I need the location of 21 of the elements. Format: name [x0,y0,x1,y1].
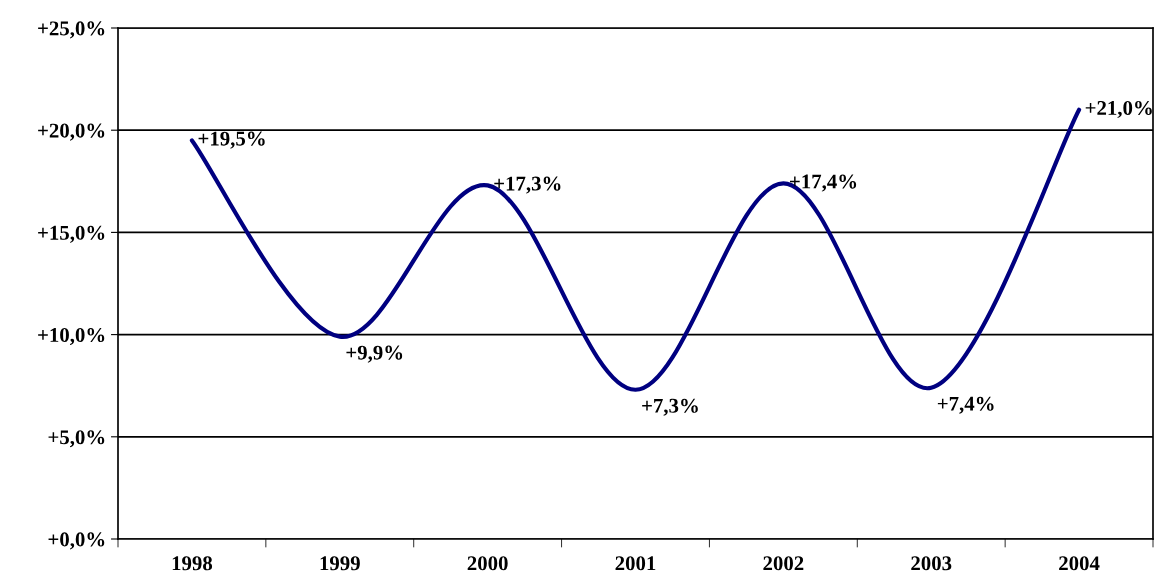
data-label: +7,4% [937,396,994,414]
data-label: +17,3% [494,176,561,194]
x-tick-label: 2001 [615,556,656,571]
data-label: +9,9% [346,345,403,363]
y-tick-label: +10,0% [38,327,105,346]
y-tick-label: +5,0% [48,430,105,448]
data-label: +17,4% [790,174,857,192]
x-tick-label: 2003 [911,556,952,571]
x-tick-label: 1999 [320,556,360,571]
x-tick-label: 2004 [1059,556,1100,571]
y-tick-label: +25,0% [38,21,105,39]
data-label: +19,5% [198,131,265,149]
data-label: +7,3% [642,398,698,416]
x-tick-label: 2000 [467,556,508,571]
y-tick-label: +15,0% [38,225,105,243]
y-tick-label: +0,0% [48,532,105,550]
line-series [189,107,1082,392]
y-tick-label: +20,0% [38,123,105,141]
x-tick-label: 2002 [763,556,804,571]
data-label: +21,0% [1085,100,1152,118]
x-tick-label: 1998 [172,556,213,571]
